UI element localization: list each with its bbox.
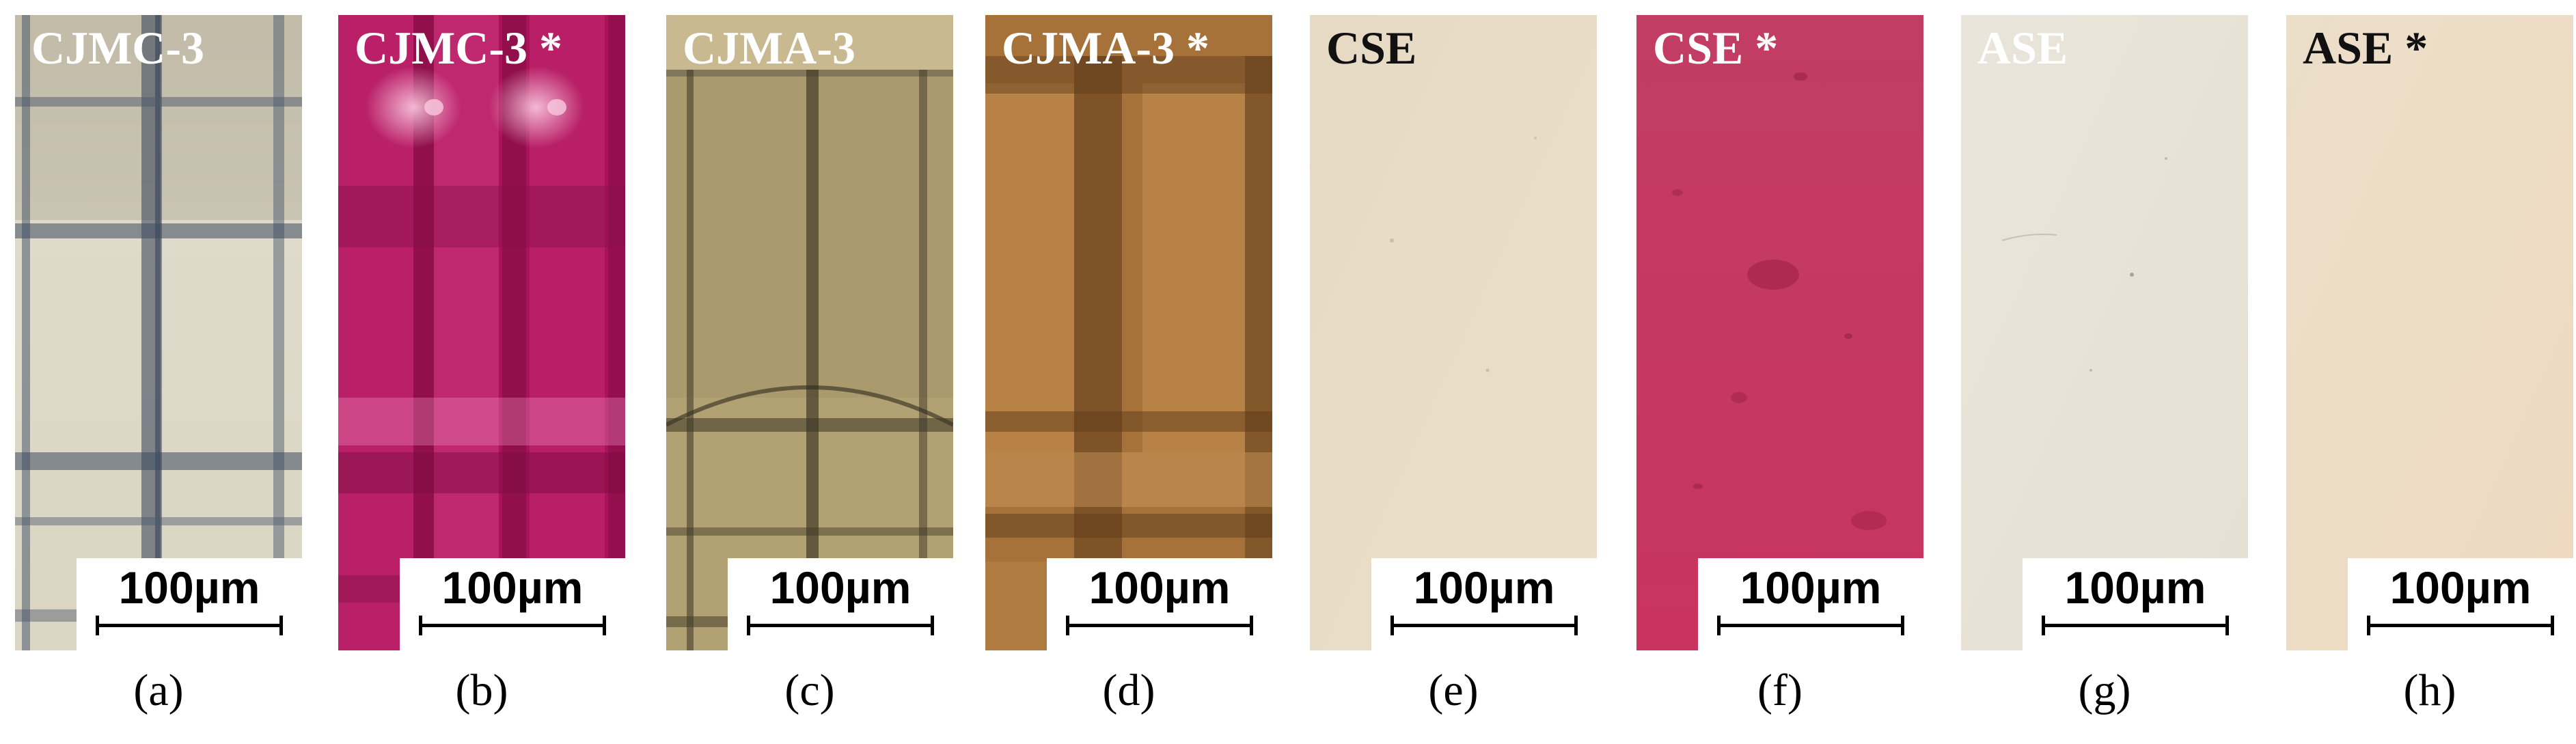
panel-title-e: CSE [1326, 22, 1417, 74]
micrograph-image-f [1636, 15, 1923, 650]
micrograph-panel-b: CJMC-3 * 100µm [338, 15, 625, 650]
scale-bar-tick-left-g [2042, 616, 2045, 635]
scale-bar-label-e: 100µm [1413, 562, 1555, 613]
scale-bar-box-f: 100µm [1698, 558, 1923, 650]
micrograph-image-e [1310, 15, 1597, 650]
panel-label-h: (h) [2403, 665, 2456, 715]
scale-bar-line-b [419, 624, 606, 627]
scale-bar-label-d: 100µm [1088, 562, 1231, 613]
panel-label-c: (c) [784, 665, 835, 715]
micrograph-image-g [1961, 15, 2248, 650]
scale-bar-label-a: 100µm [118, 562, 260, 613]
scale-bar-tick-left-b [419, 616, 422, 635]
scale-bar-tick-left-c [747, 616, 750, 635]
scale-bar-tick-left-a [96, 616, 99, 635]
scale-bar-label-c: 100µm [769, 562, 912, 613]
micrograph-image-c [666, 15, 953, 650]
panel-title-f: CSE * [1653, 22, 1779, 74]
scale-bar-tick-right-b [603, 616, 606, 635]
panel-label-a: (a) [133, 665, 184, 715]
scale-bar-line-f [1717, 624, 1904, 627]
scale-bar-label-b: 100µm [441, 562, 584, 613]
scale-bar-line-c [747, 624, 934, 627]
scale-bar-box-b: 100µm [400, 558, 625, 650]
panel-title-h: ASE * [2303, 22, 2428, 74]
scale-bar-label-f: 100µm [1740, 562, 1882, 613]
micrograph-panel-f: CSE * 100µm [1636, 15, 1923, 650]
scale-bar-line-a [96, 624, 283, 627]
micrograph-panel-d: CJMA-3 * 100µm [985, 15, 1272, 650]
scale-bar-box-e: 100µm [1371, 558, 1597, 650]
micrograph-panel-a: CJMC-3 100µm [15, 15, 302, 650]
scale-bar-tick-right-d [1250, 616, 1253, 635]
micrograph-image-a [15, 15, 302, 650]
scale-bar-tick-right-e [1574, 616, 1578, 635]
scale-bar-line-h [2367, 624, 2554, 627]
micrograph-panel-e: CSE 100µm [1310, 15, 1597, 650]
micrograph-panel-h: ASE * 100µm [2286, 15, 2573, 650]
scale-bar-label-g: 100µm [2064, 562, 2206, 613]
scale-bar-tick-right-h [2551, 616, 2554, 635]
micrograph-panel-c: CJMA-3 100µm [666, 15, 953, 650]
micrograph-image-h [2286, 15, 2573, 650]
panel-title-c: CJMA-3 [683, 22, 856, 74]
panel-label-g: (g) [2078, 665, 2131, 715]
panel-title-a: CJMC-3 [31, 22, 205, 74]
panel-title-b: CJMC-3 * [355, 22, 563, 74]
scale-bar-tick-left-e [1390, 616, 1394, 635]
panel-label-f: (f) [1757, 665, 1803, 715]
scale-bar-tick-left-f [1717, 616, 1721, 635]
scale-bar-tick-left-d [1066, 616, 1069, 635]
panel-title-g: ASE [1977, 22, 2068, 74]
scale-bar-line-g [2042, 624, 2229, 627]
scale-bar-box-a: 100µm [77, 558, 302, 650]
scale-bar-label-h: 100µm [2389, 562, 2532, 613]
scale-bar-box-d: 100µm [1047, 558, 1272, 650]
panel-label-b: (b) [455, 665, 508, 715]
scale-bar-box-c: 100µm [728, 558, 953, 650]
scale-bar-line-d [1066, 624, 1253, 627]
scale-bar-tick-right-f [1901, 616, 1904, 635]
scale-bar-tick-right-c [931, 616, 934, 635]
micrograph-image-d [985, 15, 1272, 650]
panel-title-d: CJMA-3 * [1002, 22, 1210, 74]
scale-bar-box-h: 100µm [2348, 558, 2573, 650]
scale-bar-tick-right-g [2225, 616, 2229, 635]
scale-bar-line-e [1390, 624, 1578, 627]
micrograph-image-b [338, 15, 625, 650]
panel-label-e: (e) [1428, 665, 1479, 715]
scale-bar-box-g: 100µm [2023, 558, 2248, 650]
scale-bar-tick-right-a [279, 616, 283, 635]
micrograph-panel-g: ASE 100µm [1961, 15, 2248, 650]
scale-bar-tick-left-h [2367, 616, 2370, 635]
panel-label-d: (d) [1102, 665, 1155, 715]
